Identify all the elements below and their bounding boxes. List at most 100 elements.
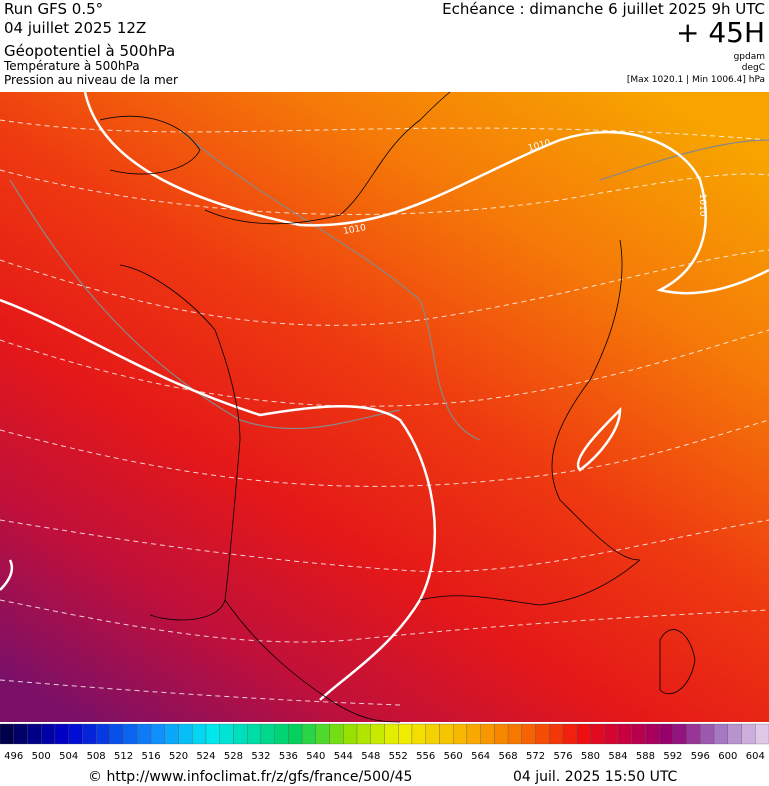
colorbar-label: 568: [499, 751, 518, 762]
colorbar-swatch: [123, 723, 138, 745]
colorbar-swatch: [41, 723, 56, 745]
colorbar-label: 544: [334, 751, 353, 762]
colorbar-swatch: [507, 723, 522, 745]
colorbar-label: 496: [4, 751, 23, 762]
colorbar-label: 520: [169, 751, 188, 762]
lead-time: + 45H: [676, 16, 765, 49]
colorbar-swatch: [150, 723, 165, 745]
colorbar-label: 548: [361, 751, 380, 762]
colorbar-label: 540: [306, 751, 325, 762]
colorbar: 496 500 504 508 512 516 520 524 528 532 536 540 544 5…: [0, 723, 769, 762]
colorbar-label: 560: [444, 751, 463, 762]
colorbar-swatch: [700, 723, 715, 745]
colorbar-label: 532: [251, 751, 270, 762]
colorbar-label: 604: [746, 751, 765, 762]
colorbar-swatch: [370, 723, 385, 745]
colorbar-label: 500: [32, 751, 51, 762]
colorbar-swatch: [109, 723, 124, 745]
colorbar-swatch: [521, 723, 536, 745]
colorbar-swatch: [247, 723, 262, 745]
colorbar-swatch: [535, 723, 550, 745]
source-link: © http://www.infoclimat.fr/z/gfs/france/…: [88, 769, 412, 785]
colorbar-swatch: [301, 723, 316, 745]
colorbar-swatch: [562, 723, 577, 745]
colorbar-swatch: [604, 723, 619, 745]
colorbar-swatch: [466, 723, 481, 745]
colorbar-label: 504: [59, 751, 78, 762]
colorbar-swatch: [631, 723, 646, 745]
colorbar-label: 588: [636, 751, 655, 762]
colorbar-swatch: [329, 723, 344, 745]
colorbar-swatch: [755, 723, 769, 745]
colorbar-swatch: [205, 723, 220, 745]
valid-time: Echéance : dimanche 6 juillet 2025 9h UT…: [442, 0, 765, 18]
colorbar-swatch: [82, 723, 97, 745]
colorbar-swatch: [178, 723, 193, 745]
colorbar-swatch: [576, 723, 591, 745]
run-title: Run GFS 0.5°: [4, 0, 103, 18]
generated-time: 04 juil. 2025 15:50 UTC: [513, 769, 678, 785]
colorbar-label: 584: [608, 751, 627, 762]
colorbar-swatch: [439, 723, 454, 745]
coastlines-borders: [99, 91, 696, 723]
colorbar-swatch: [727, 723, 742, 745]
colorbar-swatch: [658, 723, 674, 745]
colorbar-swatch: [68, 723, 83, 745]
colorbar-swatch: [192, 723, 207, 745]
colorbar-label: 596: [691, 751, 710, 762]
colorbar-label: 528: [224, 751, 243, 762]
colorbar-swatch: [494, 723, 509, 745]
colorbar-label: 552: [389, 751, 408, 762]
colorbar-label: 508: [87, 751, 106, 762]
run-date: 04 juillet 2025 12Z: [4, 19, 146, 37]
header: Run GFS 0.5° 04 juillet 2025 12Z Géopote…: [3, 0, 765, 87]
field-label: Géopotentiel à 500hPa: [4, 42, 175, 60]
colorbar-swatch: [617, 723, 632, 745]
unit-label: degC: [742, 63, 765, 73]
colorbar-swatch: [398, 723, 413, 745]
colorbar-label: 564: [471, 751, 490, 762]
colorbar-swatch: [219, 723, 234, 745]
colorbar-swatch: [0, 723, 14, 745]
colorbar-swatch: [713, 723, 728, 745]
colorbar-swatch: [343, 723, 358, 745]
colorbar-label: 516: [142, 751, 161, 762]
field-label: Température à 500hPa: [3, 59, 140, 73]
colorbar-label: 592: [663, 751, 682, 762]
contour-label: 1010: [343, 223, 368, 237]
colorbar-label: 556: [416, 751, 435, 762]
unit-label: gpdam: [734, 52, 765, 62]
colorbar-swatch: [453, 723, 468, 745]
pressure-range: [Max 1020.1 | Min 1006.4] hPa: [627, 75, 765, 85]
colorbar-label: 576: [553, 751, 572, 762]
colorbar-label: 536: [279, 751, 298, 762]
colorbar-label: 580: [581, 751, 600, 762]
colorbar-swatch: [741, 723, 756, 745]
colorbar-swatch: [590, 723, 605, 745]
colorbar-swatch: [233, 723, 248, 745]
colorbar-swatch: [274, 723, 289, 745]
colorbar-label: 524: [196, 751, 215, 762]
colorbar-swatch: [13, 723, 28, 745]
colorbar-swatch: [288, 723, 303, 745]
colorbar-label: 600: [718, 751, 737, 762]
footer: © http://www.infoclimat.fr/z/gfs/france/…: [88, 769, 678, 785]
colorbar-label: 512: [114, 751, 133, 762]
colorbar-swatch: [137, 723, 152, 745]
field-label: Pression au niveau de la mer: [4, 73, 178, 87]
isobars-1010: [0, 91, 769, 701]
colorbar-swatch: [356, 723, 371, 745]
contour-label: 1010: [697, 194, 707, 217]
colorbar-swatch: [384, 723, 399, 745]
temperature-field: [0, 92, 769, 722]
colorbar-swatch: [164, 723, 179, 745]
colorbar-swatch: [549, 723, 564, 745]
colorbar-swatch: [411, 723, 426, 745]
isobars-grey: [9, 129, 769, 441]
colorbar-swatch: [686, 723, 701, 745]
colorbar-swatch: [315, 723, 330, 745]
colorbar-swatch: [260, 723, 275, 745]
colorbar-swatch: [645, 723, 660, 745]
colorbar-swatch: [54, 723, 69, 745]
